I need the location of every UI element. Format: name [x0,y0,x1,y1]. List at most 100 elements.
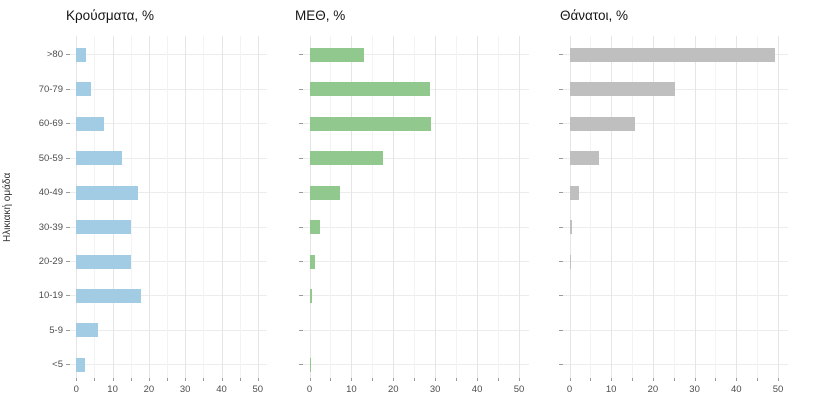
x-tick [130,378,132,381]
y-tick [66,54,70,56]
v-gridline-major [309,36,311,378]
y-category-label: 60-69 [38,118,63,130]
bar-70-79 [569,82,675,97]
v-gridline-major [76,36,78,378]
v-gridline-minor [203,36,205,378]
x-tick-label: 30 [179,384,191,395]
h-gridline [70,88,267,90]
v-gridline-major [185,36,187,378]
h-gridline [303,295,529,297]
v-gridline-major [257,36,259,378]
y-tick [299,364,303,366]
v-gridline-minor [94,36,96,378]
h-gridline [563,88,788,90]
x-tick [652,378,654,381]
v-gridline-minor [167,36,169,378]
bar->80 [76,47,86,62]
bar-60-69 [76,116,104,131]
x-tick [694,378,696,381]
x-tick [221,378,223,381]
x-tick [414,378,416,381]
panel-deaths [563,36,788,378]
h-gridline [70,226,267,228]
y-tick [559,329,563,331]
y-tick [66,261,70,263]
y-tick [559,364,563,366]
x-tick [167,378,169,381]
h-gridline [70,364,267,366]
y-category-label: 5-9 [49,324,63,336]
h-gridline [563,192,788,194]
x-tick [148,378,150,381]
x-tick [673,378,675,381]
y-tick [559,295,563,297]
h-gridline [303,261,529,263]
panel-icu [303,36,529,378]
y-tick [559,88,563,90]
x-tick-label: 50 [772,384,784,395]
h-gridline [70,261,267,263]
x-tick [519,378,520,381]
h-gridline [70,54,267,56]
x-tick [330,378,332,381]
x-tick-label: 10 [107,384,118,395]
panel-title-cases: Κρούσματα, % [66,8,154,23]
x-tick [590,378,592,381]
y-tick [299,123,303,125]
h-gridline [563,364,788,366]
bar-<5 [76,357,85,372]
y-tick [299,192,303,194]
v-gridline-major [148,36,150,378]
h-gridline [303,364,529,366]
y-tick [66,88,70,90]
v-gridline-minor [130,36,132,378]
h-gridline [70,123,267,125]
y-tick [559,261,563,263]
x-tick-label: 40 [216,384,227,395]
x-tick-label: 0 [566,384,573,395]
x-tick [76,378,78,381]
h-gridline [70,329,267,331]
bar-30-39 [76,220,131,235]
x-tick [736,378,738,381]
h-gridline [70,295,267,297]
h-gridline [563,226,788,228]
v-gridline-minor [757,36,759,378]
x-tick [498,378,500,381]
h-gridline [563,329,788,331]
x-tick-label: 50 [252,384,264,395]
x-tick [372,378,374,381]
v-gridline-minor [372,36,374,378]
y-tick [66,123,70,125]
y-category-label: >80 [46,49,63,61]
y-tick [299,88,303,90]
y-category-label: <5 [52,359,63,371]
x-tick-label: 20 [388,384,399,395]
v-gridline-major [351,36,353,378]
v-gridline-major [652,36,654,378]
h-gridline [563,261,788,263]
h-gridline [563,123,788,125]
x-tick [715,378,717,381]
x-tick [185,378,187,381]
bar-20-29 [569,254,570,269]
y-tick [66,192,70,194]
y-tick [559,226,563,228]
bar-10-19 [309,288,312,303]
y-category-label: 40-49 [38,187,63,199]
h-gridline [303,192,529,194]
h-gridline [563,157,788,159]
bar-50-59 [76,151,123,166]
x-tick [569,378,571,381]
v-gridline-minor [715,36,717,378]
h-gridline [70,192,267,194]
x-tick [456,378,458,381]
y-tick [299,226,303,228]
v-gridline-major [778,36,779,378]
x-tick-label: 0 [73,384,79,395]
y-tick [559,123,563,125]
bar-10-19 [76,288,141,303]
v-gridline-minor [456,36,458,378]
h-gridline [303,329,529,331]
